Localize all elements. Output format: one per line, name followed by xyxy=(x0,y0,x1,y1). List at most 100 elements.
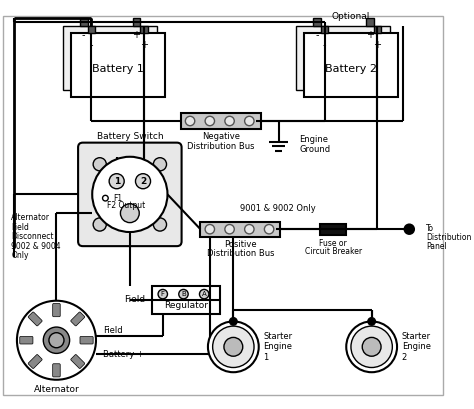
Text: Battery +: Battery + xyxy=(103,350,144,359)
Bar xyxy=(296,26,391,90)
Text: Only: Only xyxy=(11,251,29,260)
Text: B: B xyxy=(181,291,186,297)
Circle shape xyxy=(17,301,96,380)
Circle shape xyxy=(93,158,106,171)
Bar xyxy=(153,285,220,314)
Circle shape xyxy=(154,158,166,171)
Circle shape xyxy=(93,218,106,231)
Text: Field: Field xyxy=(124,295,145,304)
Text: Optional: Optional xyxy=(332,12,370,21)
Text: -: - xyxy=(82,30,85,40)
Circle shape xyxy=(245,116,254,126)
Bar xyxy=(313,18,321,26)
Circle shape xyxy=(102,196,108,201)
Text: Distribution Bus: Distribution Bus xyxy=(187,142,255,151)
FancyBboxPatch shape xyxy=(80,337,93,344)
FancyBboxPatch shape xyxy=(78,143,182,246)
Circle shape xyxy=(362,337,381,356)
Bar xyxy=(304,34,398,97)
FancyBboxPatch shape xyxy=(71,355,85,369)
Circle shape xyxy=(205,116,215,126)
Text: Alternator: Alternator xyxy=(11,213,50,222)
FancyBboxPatch shape xyxy=(53,303,60,317)
Text: A: A xyxy=(202,291,207,297)
Text: Distribution Bus: Distribution Bus xyxy=(207,249,274,258)
Circle shape xyxy=(109,174,124,189)
Text: Circuit Breaker: Circuit Breaker xyxy=(304,247,362,256)
FancyBboxPatch shape xyxy=(20,337,33,344)
Circle shape xyxy=(213,326,254,368)
Bar xyxy=(366,18,374,26)
Text: Battery Switch: Battery Switch xyxy=(97,132,163,141)
Text: Field: Field xyxy=(103,326,123,335)
Circle shape xyxy=(49,333,64,348)
Text: F2 Output: F2 Output xyxy=(107,201,145,210)
Bar xyxy=(201,222,281,237)
Text: Engine: Engine xyxy=(299,135,328,144)
Circle shape xyxy=(205,225,215,234)
Circle shape xyxy=(92,157,167,232)
Circle shape xyxy=(245,225,254,234)
Bar xyxy=(88,26,95,34)
Circle shape xyxy=(158,290,167,299)
Bar xyxy=(140,26,148,34)
Bar xyxy=(320,224,346,235)
Text: Panel: Panel xyxy=(426,242,447,251)
Bar xyxy=(71,34,164,97)
Text: F: F xyxy=(161,291,165,297)
Text: +: + xyxy=(140,40,148,50)
FancyBboxPatch shape xyxy=(28,312,42,326)
Circle shape xyxy=(185,116,195,126)
Circle shape xyxy=(224,337,243,356)
FancyBboxPatch shape xyxy=(53,364,60,377)
Text: Positive: Positive xyxy=(224,240,257,249)
Circle shape xyxy=(208,321,259,372)
Text: To: To xyxy=(426,224,434,233)
Circle shape xyxy=(120,204,139,222)
Text: Fuse or: Fuse or xyxy=(319,239,347,248)
Text: 1: 1 xyxy=(114,177,120,186)
Text: Alternator: Alternator xyxy=(34,384,79,393)
Text: +: + xyxy=(374,40,381,50)
Bar xyxy=(63,26,157,90)
Text: 9001 & 9002 Only: 9001 & 9002 Only xyxy=(240,204,316,213)
Text: Field: Field xyxy=(11,223,29,232)
Text: Ground: Ground xyxy=(299,145,330,154)
Circle shape xyxy=(225,116,234,126)
Circle shape xyxy=(225,225,234,234)
Text: -: - xyxy=(90,40,93,50)
Text: Battery 1: Battery 1 xyxy=(91,64,144,74)
Circle shape xyxy=(179,290,188,299)
Text: -: - xyxy=(323,40,327,50)
Text: Battery 2: Battery 2 xyxy=(325,64,377,74)
Text: Starter
Engine
2: Starter Engine 2 xyxy=(402,332,431,362)
Bar xyxy=(321,26,328,34)
Circle shape xyxy=(264,225,274,234)
Circle shape xyxy=(136,174,151,189)
Circle shape xyxy=(351,326,392,368)
Circle shape xyxy=(368,318,375,325)
Circle shape xyxy=(346,321,397,372)
Text: Regulator: Regulator xyxy=(164,301,208,310)
Text: -: - xyxy=(315,30,319,40)
Text: 2: 2 xyxy=(140,177,146,186)
Text: Negative: Negative xyxy=(201,133,240,142)
Circle shape xyxy=(154,218,166,231)
Circle shape xyxy=(405,225,414,234)
Text: +: + xyxy=(366,30,374,40)
Text: +: + xyxy=(132,30,140,40)
Bar xyxy=(374,26,381,34)
Text: 9002 & 9004: 9002 & 9004 xyxy=(11,242,61,251)
Bar xyxy=(80,18,88,26)
Circle shape xyxy=(200,290,209,299)
Circle shape xyxy=(43,327,70,353)
FancyBboxPatch shape xyxy=(71,312,85,326)
Text: Distribution: Distribution xyxy=(426,233,472,242)
Text: Disconnect: Disconnect xyxy=(11,232,54,241)
FancyBboxPatch shape xyxy=(28,355,42,369)
Bar xyxy=(133,18,140,26)
Circle shape xyxy=(229,318,237,325)
Text: F1: F1 xyxy=(113,193,122,202)
Bar xyxy=(181,113,261,128)
Text: Starter
Engine
1: Starter Engine 1 xyxy=(264,332,292,362)
